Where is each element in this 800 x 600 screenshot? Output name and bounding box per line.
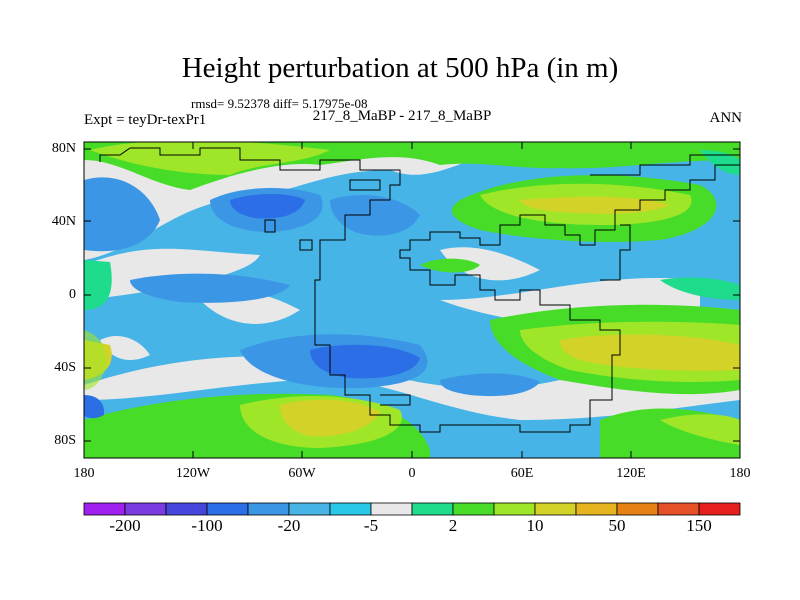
colorbar [83,502,741,516]
lon-label-180w: 180 [73,466,95,481]
colorbar-swatch [247,502,290,516]
colorbar-swatch [329,502,372,516]
lon-label-120E: 120E [616,466,646,481]
lon-label-180e: 180 [729,466,751,481]
colorbar-swatch [124,502,167,516]
colorbar-swatch [616,502,659,516]
lat-label-80N: 80N [51,141,76,156]
lat-label-80S: 80S [54,433,76,448]
comparison-label: 217_8_MaBP - 217_8_MaBP [312,108,492,124]
lon-ticks [192,142,632,458]
colorbar-swatch [698,502,741,516]
colorbar-label: 150 [686,516,712,535]
colorbar-swatch [288,502,331,516]
colorbar-label: 50 [608,516,626,535]
lat-label-40N: 40N [51,214,76,229]
colorbar-swatch [206,502,249,516]
colorbar-swatch [493,502,536,516]
contour-field [84,142,740,458]
lon-label-0: 0 [408,466,416,481]
lat-label-0: 0 [69,287,76,302]
stats-line: rmsd= 9.52378 diff= 5.17975e-08 [191,96,368,111]
lon-label-60E: 60E [510,466,534,481]
colorbar-label: -5 [363,516,379,535]
colorbar-swatch [370,502,413,516]
lat-label-40S: 40S [54,360,76,375]
colorbar-swatch [452,502,495,516]
colorbar-label: -200 [109,516,141,535]
season-label: ANN [709,110,743,126]
colorbar-swatch [534,502,577,516]
colorbar-label: 10 [526,516,544,535]
colorbar-swatch [83,502,126,516]
colorbar-swatch [411,502,454,516]
colorbar-label: -20 [277,516,301,535]
lon-label-120W: 120W [175,466,211,481]
coastline-outlines [99,147,740,433]
colorbar-label: -100 [191,516,223,535]
lon-label-60W: 60W [288,466,316,481]
colorbar-swatch [657,502,700,516]
colorbar-label: 2 [448,516,458,535]
colorbar-swatch [165,502,208,516]
map-title: Height perturbation at 500 hPa (in m) [181,52,619,84]
experiment-label: Expt = teyDr-texPr1 [84,112,207,128]
colorbar-swatch [575,502,618,516]
lat-ticks [84,148,740,442]
